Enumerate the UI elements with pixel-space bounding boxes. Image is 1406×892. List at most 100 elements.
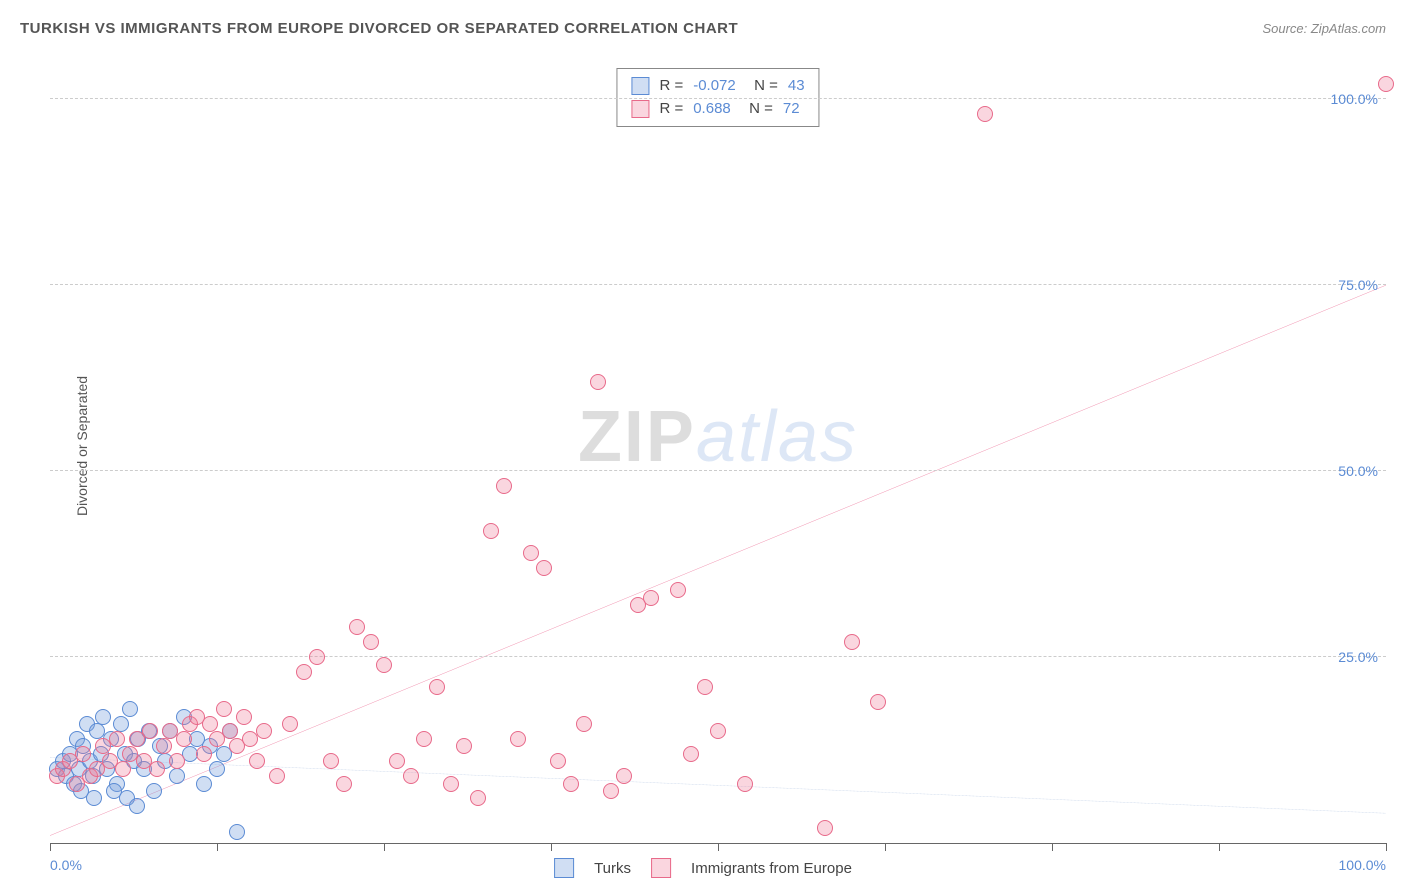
x-tick-label: 0.0% — [50, 857, 82, 873]
scatter-point — [496, 478, 512, 494]
chart-title: TURKISH VS IMMIGRANTS FROM EUROPE DIVORC… — [20, 20, 738, 37]
scatter-point — [737, 776, 753, 792]
scatter-point — [376, 657, 392, 673]
watermark: ZIPatlas — [578, 396, 858, 478]
scatter-point — [109, 731, 125, 747]
plot-area: ZIPatlas R = -0.072 N = 43R = 0.688 N = … — [50, 62, 1386, 844]
stat-r-value: 0.688 — [693, 98, 731, 121]
scatter-point — [403, 768, 419, 784]
x-tick — [551, 843, 552, 851]
watermark-atlas: atlas — [696, 397, 858, 477]
stats-row: R = -0.072 N = 43 — [631, 75, 804, 98]
scatter-point — [176, 731, 192, 747]
x-tick — [217, 843, 218, 851]
legend-swatch — [651, 858, 671, 878]
scatter-point — [142, 723, 158, 739]
scatter-point — [249, 753, 265, 769]
x-tick-label: 100.0% — [1339, 857, 1386, 873]
scatter-point — [229, 824, 245, 840]
scatter-point — [149, 761, 165, 777]
y-tick-label: 25.0% — [1338, 649, 1378, 665]
y-tick-label: 50.0% — [1338, 463, 1378, 479]
legend-label: Turks — [594, 860, 631, 877]
gridline — [50, 98, 1386, 99]
scatter-point — [75, 746, 91, 762]
scatter-point — [590, 374, 606, 390]
legend-swatch — [631, 77, 649, 95]
scatter-point — [576, 716, 592, 732]
scatter-point — [196, 776, 212, 792]
stat-r-label: R = — [659, 98, 683, 121]
scatter-point — [256, 723, 272, 739]
scatter-point — [296, 664, 312, 680]
scatter-point — [603, 783, 619, 799]
scatter-point — [510, 731, 526, 747]
gridline — [50, 284, 1386, 285]
scatter-point — [196, 746, 212, 762]
scatter-point — [115, 761, 131, 777]
scatter-point — [113, 716, 129, 732]
scatter-point — [1378, 76, 1394, 92]
scatter-point — [817, 820, 833, 836]
scatter-point — [523, 545, 539, 561]
x-tick — [1386, 843, 1387, 851]
scatter-point — [550, 753, 566, 769]
scatter-point — [363, 634, 379, 650]
scatter-point — [349, 619, 365, 635]
scatter-point — [643, 590, 659, 606]
scatter-point — [169, 753, 185, 769]
scatter-point — [616, 768, 632, 784]
scatter-point — [269, 768, 285, 784]
scatter-point — [710, 723, 726, 739]
x-tick — [1052, 843, 1053, 851]
gridline — [50, 470, 1386, 471]
scatter-point — [977, 106, 993, 122]
scatter-point — [122, 701, 138, 717]
title-bar: TURKISH VS IMMIGRANTS FROM EUROPE DIVORC… — [20, 20, 1386, 37]
legend-label: Immigrants from Europe — [691, 860, 852, 877]
scatter-point — [236, 709, 252, 725]
scatter-point — [202, 716, 218, 732]
scatter-point — [456, 738, 472, 754]
x-tick — [1219, 843, 1220, 851]
scatter-point — [209, 761, 225, 777]
x-tick — [384, 843, 385, 851]
scatter-point — [146, 783, 162, 799]
scatter-point — [443, 776, 459, 792]
scatter-point — [156, 738, 172, 754]
scatter-point — [563, 776, 579, 792]
gridline — [50, 656, 1386, 657]
scatter-point — [336, 776, 352, 792]
scatter-point — [95, 709, 111, 725]
stat-n-value: 43 — [788, 75, 805, 98]
trend-line — [50, 285, 1386, 835]
scatter-point — [536, 560, 552, 576]
scatter-point — [389, 753, 405, 769]
scatter-point — [106, 783, 122, 799]
stat-n-label: N = — [746, 75, 778, 98]
y-tick-label: 100.0% — [1331, 91, 1378, 107]
scatter-point — [129, 798, 145, 814]
x-tick — [50, 843, 51, 851]
stat-r-value: -0.072 — [693, 75, 736, 98]
x-tick — [885, 843, 886, 851]
scatter-point — [697, 679, 713, 695]
scatter-point — [309, 649, 325, 665]
stat-n-label: N = — [741, 98, 773, 121]
scatter-point — [216, 701, 232, 717]
scatter-point — [429, 679, 445, 695]
scatter-point — [416, 731, 432, 747]
scatter-point — [870, 694, 886, 710]
legend-swatch — [631, 100, 649, 118]
scatter-point — [323, 753, 339, 769]
stat-n-value: 72 — [783, 98, 800, 121]
scatter-point — [222, 723, 238, 739]
stat-r-label: R = — [659, 75, 683, 98]
stats-row: R = 0.688 N = 72 — [631, 98, 804, 121]
series-legend: Turks Immigrants from Europe — [554, 858, 852, 878]
scatter-point — [670, 582, 686, 598]
scatter-point — [89, 723, 105, 739]
scatter-point — [169, 768, 185, 784]
watermark-zip: ZIP — [578, 397, 696, 477]
scatter-point — [470, 790, 486, 806]
